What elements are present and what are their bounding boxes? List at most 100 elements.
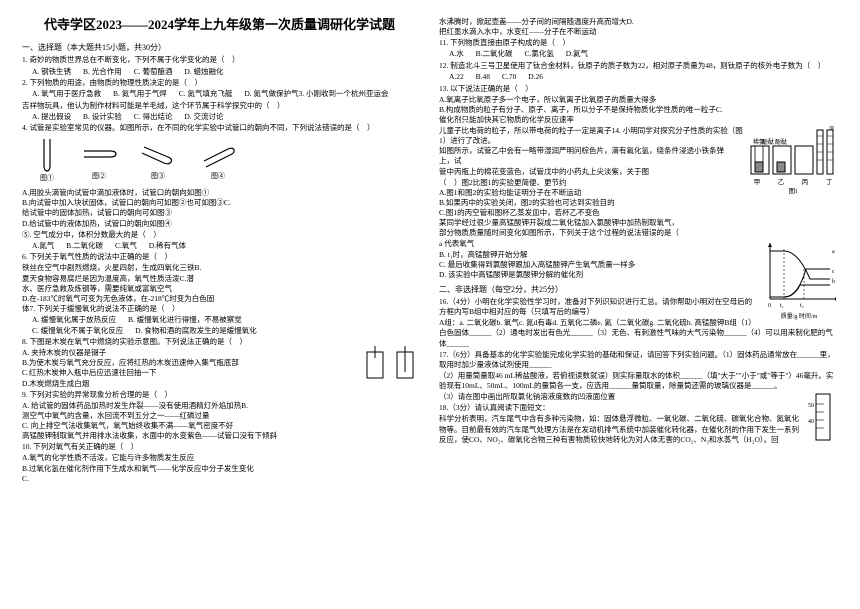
q2-options: A. 氧气用于医疗急救 B. 氮气用于气焊 C. 氮气填充飞艇 D. 氮气做保护… [32,89,421,100]
q5-c: C.氧气 [115,241,137,250]
label-jia: 甲 [754,178,761,187]
fig4-label: 图④ [211,172,225,182]
q13: 13. 以下说法正确的是（ ） [439,84,838,94]
tube-fig-4: 图④ [198,139,238,182]
tube-tilted-up-icon [198,139,238,171]
y-axis-label: 质量/g [781,314,798,320]
tube-fig-2: 图② [80,139,118,182]
graduated-cylinder: 50 40 [808,392,838,445]
q13-options: A.氧离子比氧原子多一个电子，所以氧离子比氧原子的质量大得多 B.构成物质的粒子… [439,95,838,125]
label-yi: 乙 [778,178,785,187]
fig3-label: 图③ [151,172,165,182]
line-chart-icon: a c b t₁ t₂ 0 [760,239,838,309]
q10-cont: 水沸腾时，掀起壶盖——分子间的间隔随温度升高而增大D. 把红墨水滴入水中，水变红… [439,17,838,37]
q8: 8. 下图是木炭在氧气中燃烧的实验示意图。下列说法正确的是（ ） [22,337,421,347]
q4-options: A.用胶头滴管向试管中滴加液体时，试管口的朝向如图① B.向试管中加入块状固体，… [22,188,421,229]
q5-b: B.二氧化碳 [66,241,103,250]
beaker-tubes-icon: 稀氨 酚酞 酚酞 浓 [749,126,837,178]
ruler-50: 50 [808,403,814,409]
q12-options: A.22 B.48 C.70 D.26 [449,72,838,83]
q3: 吉祥物玩具，他认为制作材料可能是羊毛绒，这个环节属于科学探究中的（ ） [22,101,421,111]
svg-text:t₂: t₂ [800,303,804,309]
q2-d: D. 氮气做保护气3. 小刚收到一个杭州亚运会 [244,89,388,98]
ruler-40: 40 [808,419,814,425]
tube-fig-3: 图③ [138,139,178,182]
q1: 1. 奇妙的物质世界总在不断变化，下列不属于化学变化的是（ ） [22,55,421,65]
q17: 17.（6分）具备基本的化学实验能完成化学实验的基础和保证，请回答下列实验问题。… [439,350,838,370]
q2-a: A. 氧气用于医疗急救 [32,89,101,98]
q2-b: B. 氮气用于气焊 [113,89,167,98]
q2: 2. 下列物质的用途，由物质的物理性质决定的是（ ） [22,78,421,88]
q4: 4. 试管是实验室常见的仪器。如图所示，在不同的化学实验中试管口的朝向不同，下列… [22,123,421,133]
charcoal-experiment-icon [363,344,421,382]
q5: ⑤. 空气成分中，体积分数最大的是（ ） [22,230,421,240]
svg-text:酚酞: 酚酞 [775,138,787,146]
q12-a: A.22 [449,72,464,81]
svg-text:c: c [832,269,835,275]
fig1-label: 图① [40,174,54,184]
q3-c: C. 得出结论 [134,112,173,121]
q12-d: D.26 [528,72,543,81]
fig2-label: 图② [92,172,106,182]
q8-options: A. 夹持木炭的仪器是镊子 B.为使木炭与氧气充分反应，应将红热的木炭迅速伸入集… [22,348,421,389]
q11-d: D.氦气 [566,49,588,58]
svg-text:0: 0 [768,303,771,309]
q7-options: A. 缓慢氧化属于放热反应 B. 缓慢氧化进行得慢，不易被察觉 C. 缓慢氧化不… [32,315,421,336]
experiment-figures: 稀氨 酚酞 酚酞 浓 甲 乙 丙 丁 图I [748,126,838,196]
q10-options: A.氧气的化学性质不活泼，它能与许多物质发生反应 B.过氧化氢在催化剂作用下生成… [22,453,421,483]
svg-text:a: a [832,249,835,255]
q3-b: B. 设计实验 [83,112,122,121]
q1-a: A. 钢铁生锈 [32,67,71,76]
left-column: 代寺学区2023——2024学年上九年级第一次质量调研化学试题 一、选择题（本大… [22,16,421,485]
q1-d: D. 蜡烛融化 [184,67,223,76]
q6-options: 铁丝在空气中剧烈燃烧，火星四射，生成四氧化三铁B. 夏天食物容易腐烂是因为温度高… [22,263,421,314]
q2-c: C. 氮气填充飞艇 [179,89,233,98]
section-1-heading: 一、选择题（本大题共15小题，共30分） [22,42,421,53]
mass-time-graph: a c b t₁ t₂ 0 质量/g 时间/m [760,239,838,321]
tube-tilted-down-icon [138,139,178,171]
svg-text:b: b [832,279,835,285]
q5-a: A.氮气 [32,241,54,250]
q3-d: D. 交流讨论 [184,112,223,121]
svg-text:t₁: t₁ [780,303,784,309]
q9-options: A. 给试管的固体药品加热时发生炸裂——没有使用酒精灯外焰加热B. 测空气中氧气… [22,401,421,442]
q7-b: B. 缓慢氧化进行得慢，不易被察觉 [128,315,242,324]
label-tu1: 图I [748,187,838,196]
label-bing: 丙 [802,178,809,187]
q4-figures: 图① 图② 图③ 图④ [34,137,421,184]
q16-text: A组：a. 二氧化碳b. 氧气c. 氮d有毒d. 五氧化二磷e. 氦（二氧化碳g… [439,318,838,348]
q17-b: （2）用量筒量取46 mL稀盐酸液，若俯视读数就误）则实际量取水的体积_____… [439,371,838,391]
q11-b: B.二氧化碳 [476,49,513,58]
q12-b: B.48 [476,72,490,81]
q3-a: A. 提出假设 [32,112,71,121]
svg-text:浓: 浓 [829,126,834,132]
svg-text:酚酞: 酚酞 [762,138,774,146]
q10: 10. 下列对氧气有关正确的是（ ） [22,442,421,452]
q1-b: B. 光合作用 [83,67,122,76]
q12: 12. 制造北斗三号卫星使用了钛合金材料，钛原子的质子数为22，相对原子质量为4… [439,61,838,71]
q18-text: 科学分析表明，汽车尾气中含有多种污染物，如：固体悬浮微粒、一氧化碳、二氧化硫、碳… [439,414,838,444]
tube-upright-icon [34,137,60,173]
q5-d: D.稀有气体 [149,241,186,250]
q1-options: A. 钢铁生锈 B. 光合作用 C. 葡萄酿酒 D. 蜡烛融化 [32,67,421,78]
tube-fig-1: 图① [34,137,60,184]
q11: 11. 下列物质直接由原子构成的是（ ） [439,38,838,48]
q6: 6. 下列关于氧气性质的说法中正确的是（ ） [22,252,421,262]
q18: 18.（3分）请认真阅读下面短文： [439,403,838,413]
q3-options: A. 提出假设 B. 设计实验 C. 得出结论 D. 交流讨论 [32,112,421,123]
q11-a: A.水 [449,49,464,58]
q1-c: C. 葡萄酿酒 [134,67,173,76]
cylinder-icon: 50 40 [808,392,836,442]
q7-c: C. 缓慢氧化不属于氧化反应 [32,326,123,335]
q12-c: C.70 [502,72,516,81]
q11-c: C.氯化氢 [524,49,553,58]
q5-options: A.氮气 B.二氧化碳 C.氧气 D.稀有气体 [32,241,421,252]
x-axis-label: 时间/m [799,314,817,320]
q11-options: A.水 B.二氧化碳 C.氯化氢 D.氦气 [449,49,838,60]
tube-horizontal-icon [80,139,118,171]
q7-a: A. 缓慢氧化属于放热反应 [32,315,116,324]
q9: 9. 下列对实验的异常现象分析合理的是（ ） [22,390,421,400]
label-ding: 丁 [826,178,833,187]
exam-title: 代寺学区2023——2024学年上九年级第一次质量调研化学试题 [44,16,421,34]
q17-c: （3）请在图中画出所取氯化钠溶液度数的凹液面位置 [439,392,838,402]
